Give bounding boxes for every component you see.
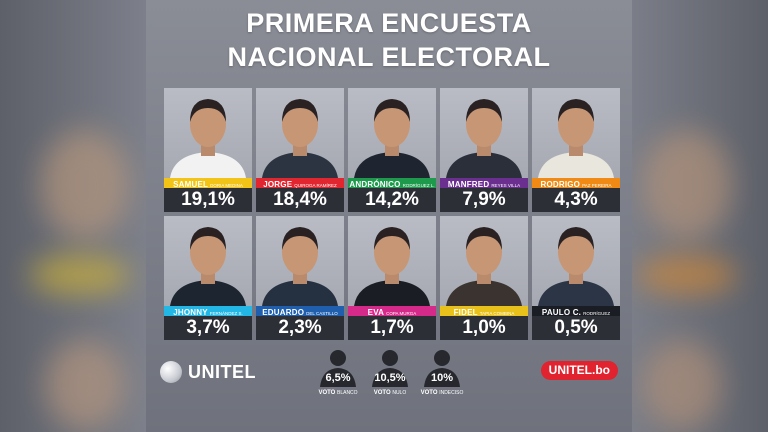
- candidate-photo: [164, 88, 252, 178]
- candidate-photo: [164, 216, 252, 306]
- extra-vote-caption: VOTO NULO: [373, 390, 407, 396]
- candidate-tile: RODRIGO PAZ PEREIRA 4,3%: [532, 88, 620, 212]
- blurred-background-right: [622, 0, 768, 432]
- candidate-first-name: RODRIGO: [540, 180, 581, 188]
- candidate-tile: ANDRÓNICO RODRÍGUEZ L. 14,2%: [348, 88, 436, 212]
- candidate-percentage: 4,3%: [532, 188, 620, 212]
- extra-vote-caption: VOTO INDECISO: [420, 390, 464, 396]
- candidate-percentage: 7,9%: [440, 188, 528, 212]
- candidate-percentage: 19,1%: [164, 188, 252, 212]
- candidate-first-name: EVA: [367, 308, 385, 316]
- candidate-percentage: 2,3%: [256, 316, 344, 340]
- page-title: PRIMERA ENCUESTA: [246, 8, 532, 38]
- candidate-last-name: QUIROGA RAMÍREZ: [294, 183, 337, 188]
- poll-card: PRIMERA ENCUESTA NACIONAL ELECTORAL SAMU…: [146, 0, 632, 432]
- extra-vote-caption: VOTO BLANCO: [318, 390, 358, 396]
- candidate-first-name: JORGE: [263, 180, 293, 188]
- candidate-last-name: COPA MURGA: [386, 311, 417, 316]
- unitel-bo-badge: UNITEL.bo: [540, 361, 618, 380]
- page-subtitle: NACIONAL ELECTORAL: [227, 42, 551, 72]
- extra-vote-item: 10,5% VOTO NULO: [366, 347, 414, 403]
- candidate-tile: EVA COPA MURGA 1,7%: [348, 216, 436, 340]
- candidate-last-name: RODRÍGUEZ L.: [402, 183, 435, 188]
- extra-vote-percentage: 6,5%: [325, 372, 351, 384]
- candidate-percentage: 18,4%: [256, 188, 344, 212]
- candidate-photo-icon: [538, 99, 614, 178]
- candidate-first-name: PAULO C.: [541, 308, 582, 316]
- candidate-last-name: TAPIA COMBINA: [479, 311, 515, 316]
- candidate-last-name: REYES VILLA: [491, 183, 521, 188]
- candidate-name-bar: MANFRED REYES VILLA: [440, 178, 528, 188]
- person-silhouette-icon: [320, 350, 356, 387]
- candidate-tile: EDUARDO DEL CASTILLO 2,3%: [256, 216, 344, 340]
- candidate-first-name: JHONNY: [173, 308, 208, 316]
- blurred-background-left: [0, 0, 146, 432]
- candidate-tile: JORGE QUIROGA RAMÍREZ 18,4%: [256, 88, 344, 212]
- candidate-photo: [348, 216, 436, 306]
- candidate-photo: [256, 216, 344, 306]
- candidate-tile: JHONNY FERNÁNDEZ S. 3,7%: [164, 216, 252, 340]
- candidate-name-bar: SAMUEL DORIA MEDINA: [164, 178, 252, 188]
- candidate-tile: FIDEL TAPIA COMBINA 1,0%: [440, 216, 528, 340]
- candidate-photo: [440, 216, 528, 306]
- candidate-photo-icon: [354, 227, 430, 306]
- candidate-name-bar: EDUARDO DEL CASTILLO: [256, 306, 344, 316]
- candidate-last-name: DEL CASTILLO: [306, 311, 338, 316]
- candidate-photo-icon: [446, 227, 522, 306]
- candidate-photo-icon: [170, 227, 246, 306]
- extra-vote-item: 10% VOTO INDECISO: [418, 347, 466, 403]
- candidate-percentage: 1,7%: [348, 316, 436, 340]
- candidate-photo-icon: [354, 99, 430, 178]
- candidate-photo-icon: [262, 99, 338, 178]
- candidate-photo-icon: [446, 99, 522, 178]
- candidate-name-bar: RODRIGO PAZ PEREIRA: [532, 178, 620, 188]
- person-silhouette-icon: [424, 350, 460, 387]
- candidate-last-name: FERNÁNDEZ S.: [209, 311, 243, 316]
- candidate-first-name: ANDRÓNICO: [349, 180, 401, 188]
- candidate-last-name: DORIA MEDINA: [210, 183, 243, 188]
- candidate-percentage: 1,0%: [440, 316, 528, 340]
- candidate-photo-icon: [538, 227, 614, 306]
- unitel-logo-text: UNITEL: [188, 362, 256, 382]
- candidate-name-bar: JORGE QUIROGA RAMÍREZ: [256, 178, 344, 188]
- candidate-photo-icon: [262, 227, 338, 306]
- candidate-first-name: MANFRED: [447, 180, 490, 188]
- candidate-photo: [532, 88, 620, 178]
- candidate-last-name: PAZ PEREIRA: [582, 183, 612, 188]
- candidate-percentage: 14,2%: [348, 188, 436, 212]
- candidate-first-name: FIDEL: [453, 308, 478, 316]
- extra-vote-item: 6,5% VOTO BLANCO: [314, 347, 362, 403]
- candidate-percentage: 0,5%: [532, 316, 620, 340]
- candidate-name-bar: FIDEL TAPIA COMBINA: [440, 306, 528, 316]
- candidate-name-bar: JHONNY FERNÁNDEZ S.: [164, 306, 252, 316]
- candidate-photo: [348, 88, 436, 178]
- candidate-percentage: 3,7%: [164, 316, 252, 340]
- extra-vote-percentage: 10%: [430, 372, 454, 384]
- person-silhouette-icon: [372, 350, 408, 387]
- candidate-tile: SAMUEL DORIA MEDINA 19,1%: [164, 88, 252, 212]
- candidate-photo: [440, 88, 528, 178]
- candidate-tile: MANFRED REYES VILLA 7,9%: [440, 88, 528, 212]
- unitel-circle-icon: [160, 361, 182, 383]
- candidate-photo-icon: [170, 99, 246, 178]
- candidate-name-bar: PAULO C. RODRÍGUEZ: [532, 306, 620, 316]
- candidate-first-name: SAMUEL: [173, 180, 209, 188]
- candidate-photo: [532, 216, 620, 306]
- candidate-first-name: EDUARDO: [262, 308, 305, 316]
- extra-vote-percentage: 10,5%: [374, 372, 406, 384]
- candidate-name-bar: EVA COPA MURGA: [348, 306, 436, 316]
- candidate-last-name: RODRÍGUEZ: [583, 311, 611, 316]
- candidate-tile: PAULO C. RODRÍGUEZ 0,5%: [532, 216, 620, 340]
- candidate-photo: [256, 88, 344, 178]
- candidate-name-bar: ANDRÓNICO RODRÍGUEZ L.: [348, 178, 436, 188]
